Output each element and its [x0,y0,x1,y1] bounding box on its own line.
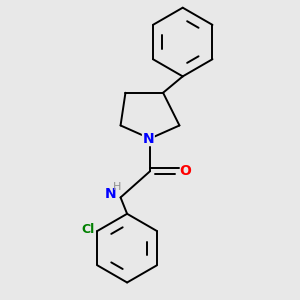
Text: Cl: Cl [82,223,95,236]
Text: N: N [142,131,154,146]
Text: O: O [179,164,191,178]
Text: N: N [104,187,116,201]
Text: H: H [112,182,121,192]
